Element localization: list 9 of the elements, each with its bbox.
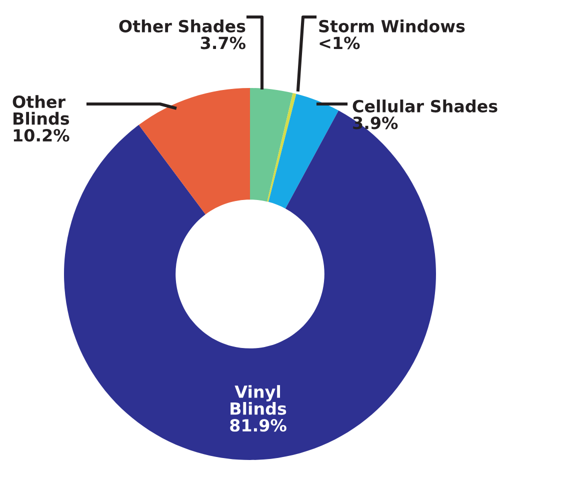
slice-label: Other Shades bbox=[119, 20, 246, 32]
slice-label: Other Blinds bbox=[12, 95, 70, 125]
slice-label: Vinyl Blinds bbox=[230, 385, 286, 415]
data-label: <1% bbox=[320, 36, 360, 50]
slice-label: Cellular Shades bbox=[352, 100, 498, 112]
data-label: 81.9% bbox=[230, 419, 286, 432]
data-label: 10.2% bbox=[14, 128, 70, 142]
data-label: 3.7% bbox=[200, 36, 246, 50]
slice-label: Storm Windows bbox=[319, 20, 465, 32]
